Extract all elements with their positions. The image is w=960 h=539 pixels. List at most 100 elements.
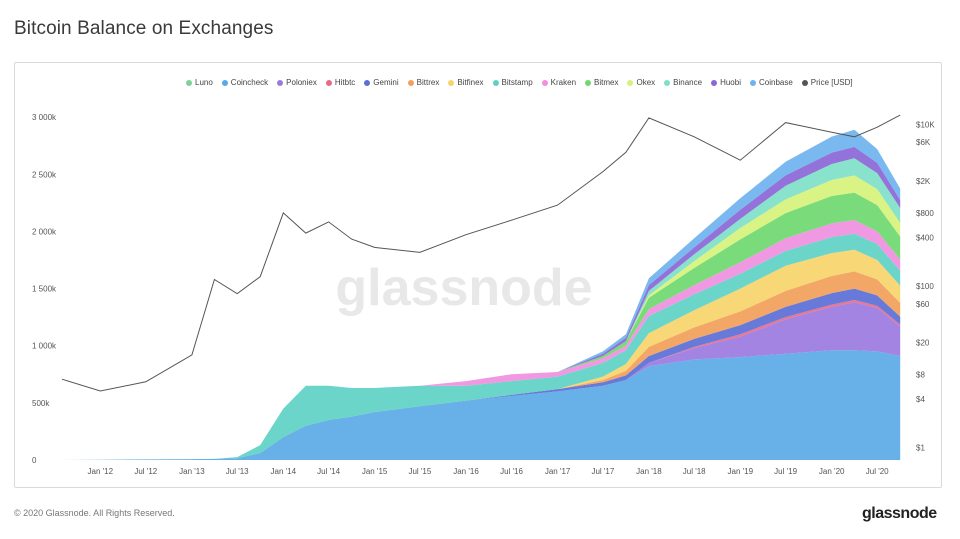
area-series — [62, 288, 901, 460]
legend-label: Bitstamp — [501, 78, 533, 87]
y-right-tick-label: $1 — [916, 444, 925, 453]
y-axis-left: 0 500k 1 000k 1 500k 2 000k 2 500k 3 000k — [32, 113, 57, 465]
legend-item[interactable]: Bitmex — [585, 78, 618, 87]
legend-swatch — [627, 79, 634, 86]
x-tick-label: Jul '17 — [591, 467, 614, 476]
x-tick-label: Jul '20 — [866, 467, 889, 476]
legend-label: Okex — [636, 78, 656, 87]
legend-item[interactable]: Hitbtc — [325, 78, 356, 87]
legend-swatch — [364, 79, 371, 86]
y-left-tick-label: 0 — [32, 456, 37, 465]
brand-logo: glassnode — [862, 505, 937, 522]
legend-label: Bitfinex — [457, 78, 484, 87]
legend-label: Hitbtc — [334, 78, 356, 87]
legend-swatch — [277, 79, 284, 86]
legend-item[interactable]: Poloniex — [277, 78, 317, 87]
legend-item[interactable]: Bitfinex — [448, 78, 484, 87]
x-tick-label: Jan '16 — [453, 467, 479, 476]
legend-item[interactable]: Luno — [186, 78, 213, 87]
price-line — [61, 114, 901, 392]
area-series — [62, 302, 901, 460]
legend-swatch — [186, 79, 192, 86]
y-right-tick-label: $400 — [916, 233, 934, 242]
area-layers — [62, 129, 901, 461]
area-series — [62, 192, 901, 460]
y-left-tick-label: 1 500k — [32, 285, 57, 294]
y-right-tick-label: $20 — [916, 338, 930, 347]
x-tick-label: Jul '13 — [226, 467, 249, 476]
y-right-tick-label: $10K — [916, 120, 935, 129]
legend-swatch — [711, 79, 718, 86]
legend-label: Huobi — [720, 78, 741, 87]
legend-label: Kraken — [550, 78, 577, 87]
legend-label: Poloniex — [286, 78, 317, 87]
area-series — [62, 350, 901, 460]
x-tick-label: Jan '20 — [819, 467, 845, 476]
y-right-tick-label: $8 — [916, 371, 925, 380]
area-series — [62, 233, 901, 460]
legend-item[interactable]: Price [USD] — [801, 78, 853, 87]
legend-label: Binance — [673, 78, 703, 87]
area-series — [62, 249, 901, 460]
legend-item[interactable]: Okex — [627, 78, 655, 87]
legend-swatch — [541, 79, 548, 86]
legend-item[interactable]: Huobi — [711, 78, 741, 87]
x-tick-label: Jan '14 — [271, 467, 297, 476]
x-tick-label: Jan '18 — [636, 467, 662, 476]
y-right-tick-label: $800 — [916, 209, 934, 218]
legend-swatch — [585, 79, 592, 86]
legend-swatch — [448, 79, 455, 86]
legend-swatch — [664, 79, 671, 86]
y-left-tick-label: 2 000k — [32, 227, 57, 236]
legend-label: Coinbase — [758, 78, 793, 87]
legend-item[interactable]: Coinbase — [749, 78, 793, 87]
legend-label: Price [USD] — [810, 78, 853, 87]
x-tick-label: Jan '12 — [88, 467, 114, 476]
legend-swatch — [407, 79, 414, 86]
legend-item[interactable]: Binance — [664, 78, 702, 87]
chart-frame — [14, 62, 942, 488]
y-left-tick-label: 1 000k — [32, 342, 57, 351]
legend-label: Gemini — [373, 78, 399, 87]
copyright-footer: © 2020 Glassnode. All Rights Reserved. — [14, 508, 175, 518]
legend-swatch — [749, 79, 756, 86]
x-tick-label: Jul '19 — [774, 467, 797, 476]
legend-item[interactable]: Bittrex — [407, 78, 440, 87]
watermark-text: glassnode — [335, 259, 592, 317]
x-tick-label: Jan '19 — [728, 467, 754, 476]
x-tick-label: Jul '15 — [408, 467, 431, 476]
y-right-tick-label: $60 — [916, 300, 930, 309]
x-tick-label: Jan '13 — [179, 467, 205, 476]
x-tick-label: Jul '14 — [317, 467, 340, 476]
x-axis: Jan '12 Jul '12 Jan '13 Jul '13 Jan '14 Jul '… — [88, 467, 890, 476]
legend-item[interactable]: Coincheck — [221, 78, 269, 87]
legend-swatch — [801, 79, 808, 86]
area-series — [62, 271, 901, 460]
x-tick-label: Jul '16 — [500, 467, 523, 476]
chart-legend: Luno Coincheck Poloniex Hitbtc Gemini Bittrex… — [186, 78, 853, 87]
x-tick-label: Jul '18 — [683, 467, 706, 476]
legend-swatch — [221, 79, 228, 86]
x-tick-label: Jan '17 — [545, 467, 571, 476]
legend-swatch — [325, 79, 332, 86]
y-left-tick-label: 3 000k — [32, 113, 57, 122]
legend-item[interactable]: Bitstamp — [492, 78, 533, 87]
y-left-tick-label: 2 500k — [32, 170, 57, 179]
legend-label: Coincheck — [230, 78, 269, 87]
legend-swatch — [492, 79, 499, 86]
x-tick-label: Jul '12 — [134, 467, 157, 476]
y-right-tick-label: $6K — [916, 138, 931, 147]
y-left-tick-label: 500k — [32, 399, 50, 408]
legend-label: Luno — [195, 78, 213, 87]
legend-item[interactable]: Gemini — [364, 78, 399, 87]
chart-title: Bitcoin Balance on Exchanges — [14, 18, 274, 39]
x-tick-label: Jan '15 — [362, 467, 388, 476]
legend-label: Bittrex — [416, 78, 440, 87]
y-right-tick-label: $100 — [916, 282, 934, 291]
legend-item[interactable]: Kraken — [541, 78, 577, 87]
y-right-tick-label: $2K — [916, 177, 931, 186]
y-axis-right: $1 $4 $8 $20 $60 $100 $400 $800 $2K $6K $10K — [916, 120, 935, 452]
y-right-tick-label: $4 — [916, 395, 925, 404]
legend-label: Bitmex — [594, 78, 619, 87]
